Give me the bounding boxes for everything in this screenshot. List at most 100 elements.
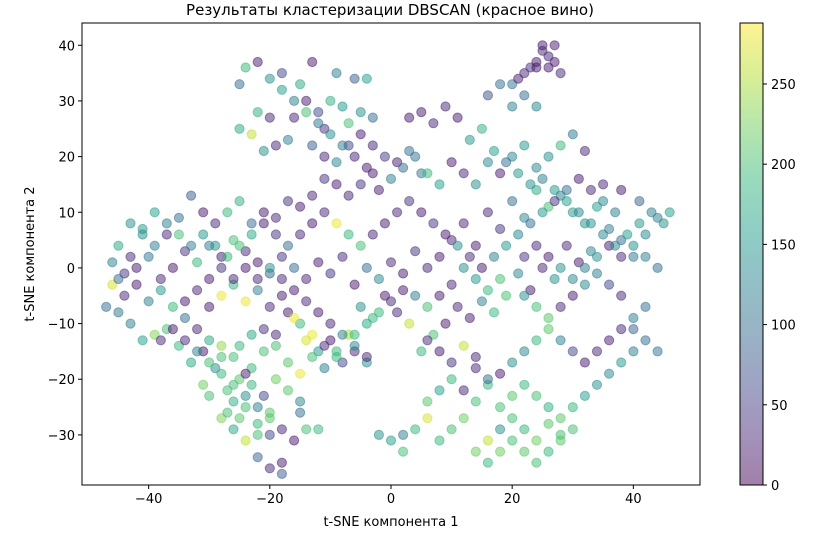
- data-point: [258, 218, 269, 229]
- data-point: [579, 357, 591, 368]
- data-point: [107, 257, 118, 268]
- data-point: [349, 73, 360, 84]
- data-point: [228, 351, 239, 363]
- data-point: [464, 251, 475, 262]
- data-point: [252, 107, 263, 118]
- data-point: [355, 301, 366, 312]
- data-point: [519, 424, 530, 435]
- data-point: [289, 285, 300, 296]
- data-point: [264, 112, 275, 123]
- data-point: [434, 435, 445, 446]
- data-point: [301, 335, 312, 346]
- data-point: [488, 145, 500, 157]
- data-point: [616, 357, 627, 368]
- data-point: [531, 390, 542, 401]
- data-point: [458, 168, 469, 179]
- data-point: [204, 335, 215, 346]
- data-point: [234, 123, 245, 134]
- data-point: [125, 218, 136, 229]
- data-point: [307, 56, 318, 68]
- data-point: [252, 273, 263, 285]
- data-point: [282, 134, 294, 145]
- data-point: [137, 335, 148, 346]
- data-point: [373, 429, 384, 440]
- data-point: [495, 368, 506, 379]
- data-point: [452, 301, 463, 312]
- data-point: [664, 207, 675, 218]
- data-point: [258, 145, 269, 157]
- data-point: [537, 207, 548, 218]
- data-point: [385, 296, 397, 307]
- data-point: [598, 229, 609, 240]
- data-point: [458, 413, 469, 424]
- data-point: [385, 173, 397, 184]
- data-point: [561, 240, 572, 251]
- data-point: [252, 285, 263, 296]
- data-point: [622, 229, 633, 240]
- data-point: [543, 402, 554, 413]
- data-point: [555, 262, 566, 273]
- data-point: [325, 95, 336, 107]
- data-point: [385, 257, 397, 268]
- data-point: [361, 162, 372, 173]
- data-point: [240, 368, 251, 379]
- data-point: [252, 402, 263, 413]
- y-tick-label: −30: [48, 429, 75, 444]
- data-point: [385, 435, 397, 446]
- data-point: [482, 457, 493, 468]
- data-point: [549, 56, 560, 68]
- data-point: [495, 223, 506, 235]
- data-point: [531, 435, 542, 446]
- data-point: [422, 413, 433, 424]
- data-point: [361, 351, 372, 363]
- data-point: [289, 95, 300, 107]
- data-point: [573, 173, 584, 184]
- data-point: [458, 385, 469, 396]
- data-point: [343, 118, 354, 129]
- data-point: [598, 196, 609, 207]
- data-point: [125, 318, 136, 329]
- data-point: [155, 273, 166, 285]
- x-axis: −40 −20 0 20 40: [135, 485, 642, 507]
- data-point: [313, 424, 324, 435]
- data-point: [531, 162, 542, 173]
- data-point: [434, 346, 445, 357]
- data-point: [537, 173, 548, 184]
- data-point: [313, 307, 324, 318]
- data-point: [555, 335, 566, 346]
- data-point: [264, 463, 275, 474]
- data-point: [119, 290, 130, 301]
- data-point: [507, 435, 518, 446]
- data-point: [301, 424, 312, 435]
- data-point: [204, 357, 215, 368]
- data-point: [373, 307, 384, 318]
- data-point: [246, 329, 257, 340]
- data-point: [543, 251, 554, 262]
- data-point: [476, 296, 487, 307]
- data-point: [155, 285, 166, 296]
- data-point: [252, 56, 263, 68]
- data-point: [240, 402, 251, 413]
- data-point: [519, 290, 530, 301]
- data-point: [149, 207, 160, 218]
- x-tick-label: 20: [504, 492, 521, 507]
- data-point: [531, 457, 542, 468]
- data-point: [640, 301, 651, 312]
- x-tick-label: 40: [625, 492, 642, 507]
- data-point: [579, 262, 591, 273]
- data-point: [276, 290, 287, 301]
- data-point: [501, 240, 512, 251]
- data-point: [240, 390, 251, 401]
- data-point: [264, 262, 275, 273]
- data-point: [652, 346, 663, 357]
- data-point: [367, 229, 378, 240]
- data-point: [270, 212, 281, 223]
- data-point: [501, 290, 512, 301]
- data-point: [422, 396, 433, 407]
- data-point: [186, 190, 197, 201]
- data-point: [301, 273, 312, 285]
- data-point: [434, 251, 445, 262]
- data-point: [173, 229, 184, 240]
- data-point: [276, 68, 287, 79]
- data-point: [186, 240, 197, 251]
